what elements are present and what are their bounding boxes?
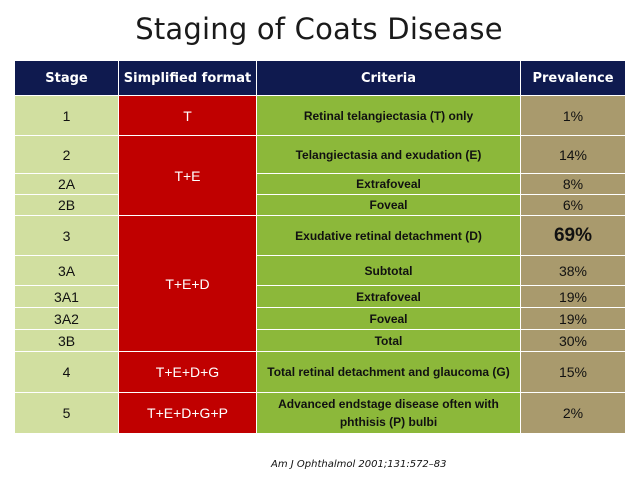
criteria-cell: Subtotal bbox=[256, 255, 521, 286]
criteria-cell: Exudative retinal detachment (D) bbox=[256, 215, 521, 256]
prevalence-cell: 30% bbox=[520, 329, 626, 352]
table-header-row: Stage Simplified format Criteria Prevale… bbox=[14, 60, 626, 96]
criteria-cell: Telangiectasia and exudation (E) bbox=[256, 135, 521, 174]
criteria-cell: Extrafoveal bbox=[256, 285, 521, 308]
criteria-cell: Total bbox=[256, 329, 521, 352]
prevalence-cell: 19% bbox=[520, 285, 626, 308]
prevalence-cell: 69% bbox=[520, 215, 626, 256]
stage-cell: 2B bbox=[14, 194, 119, 216]
criteria-cell: Foveal bbox=[256, 307, 521, 330]
table-row: 5 T+E+D+G+P Advanced endstage disease of… bbox=[14, 392, 626, 434]
stage-cell: 3B bbox=[14, 329, 119, 352]
stage-cell: 4 bbox=[14, 351, 119, 393]
table-row: 3 T+E+D Exudative retinal detachment (D)… bbox=[14, 215, 626, 352]
prevalence-cell: 6% bbox=[520, 194, 626, 216]
table-row: 3A1 Extrafoveal 19% bbox=[14, 285, 626, 308]
format-cell: T+E+D+G+P bbox=[118, 392, 257, 434]
header-stage: Stage bbox=[14, 60, 119, 96]
table-row: 2B Foveal 6% bbox=[14, 194, 626, 216]
stage-cell: 2 bbox=[14, 135, 119, 174]
slide-title: Staging of Coats Disease bbox=[135, 12, 503, 46]
prevalence-cell: 8% bbox=[520, 173, 626, 195]
prevalence-cell: 1% bbox=[520, 95, 626, 136]
citation: Am J Ophthalmol 2001;131:572–83 bbox=[271, 459, 447, 470]
format-cell: T+E+D+G bbox=[118, 351, 257, 393]
prevalence-cell: 15% bbox=[520, 351, 626, 393]
stage-cell: 3A bbox=[14, 255, 119, 286]
format-cell: T+E+D bbox=[118, 215, 257, 352]
stage-cell: 3 bbox=[14, 215, 119, 256]
prevalence-cell: 2% bbox=[520, 392, 626, 434]
table-row: 3A Subtotal 38% bbox=[14, 255, 626, 286]
criteria-cell: Extrafoveal bbox=[256, 173, 521, 195]
table-row: 2 T+E Telangiectasia and exudation (E) 1… bbox=[14, 135, 626, 216]
prevalence-cell: 14% bbox=[520, 135, 626, 174]
table-row: 3B Total 30% bbox=[14, 329, 626, 352]
stage-cell: 2A bbox=[14, 173, 119, 195]
stage-cell: 1 bbox=[14, 95, 119, 136]
table-row: 2A Extrafoveal 8% bbox=[14, 173, 626, 195]
header-prevalence: Prevalence bbox=[520, 60, 626, 96]
prevalence-cell: 19% bbox=[520, 307, 626, 330]
staging-table: Stage Simplified format Criteria Prevale… bbox=[14, 60, 626, 434]
header-simplified-format: Simplified format bbox=[118, 60, 257, 96]
header-criteria: Criteria bbox=[256, 60, 521, 96]
criteria-cell: Retinal telangiectasia (T) only bbox=[256, 95, 521, 136]
table-row: 4 T+E+D+G Total retinal detachment and g… bbox=[14, 351, 626, 393]
stage-cell: 3A1 bbox=[14, 285, 119, 308]
format-cell: T+E bbox=[118, 135, 257, 216]
table-row: 3A2 Foveal 19% bbox=[14, 307, 626, 330]
stage-cell: 3A2 bbox=[14, 307, 119, 330]
prevalence-cell: 38% bbox=[520, 255, 626, 286]
table-row: 1 T Retinal telangiectasia (T) only 1% bbox=[14, 95, 626, 136]
criteria-cell: Foveal bbox=[256, 194, 521, 216]
stage-cell: 5 bbox=[14, 392, 119, 434]
criteria-cell: Advanced endstage disease often with pht… bbox=[256, 392, 521, 434]
format-cell: T bbox=[118, 95, 257, 136]
criteria-cell: Total retinal detachment and glaucoma (G… bbox=[256, 351, 521, 393]
